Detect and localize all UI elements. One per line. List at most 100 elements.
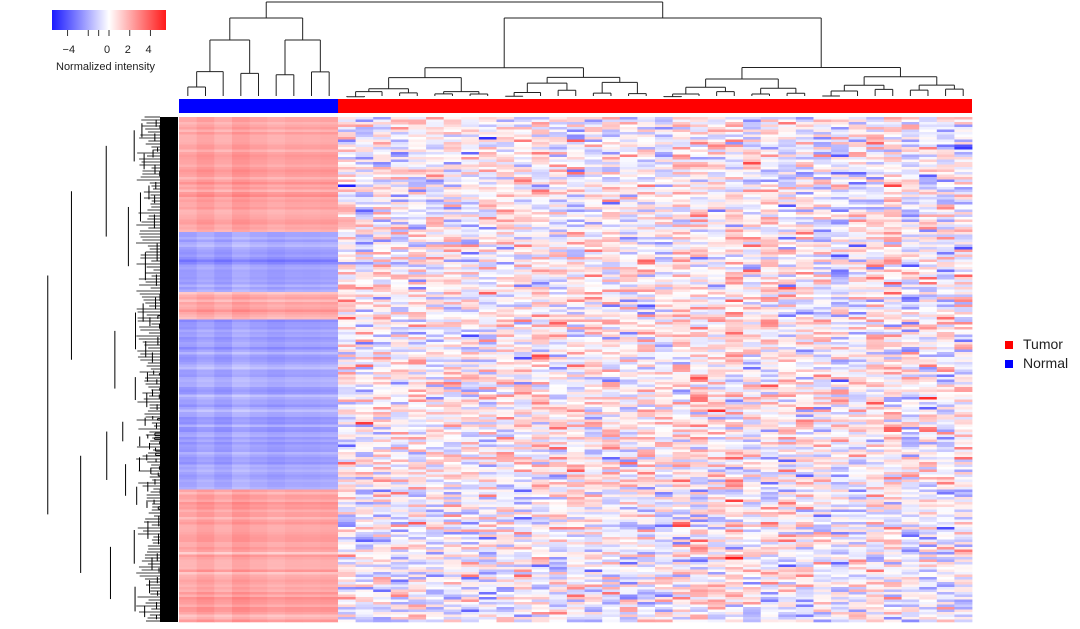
heatmap-cell (760, 349, 779, 353)
heatmap-cell (496, 319, 515, 323)
heatmap-cell (285, 162, 304, 165)
heatmap-cell (531, 192, 550, 195)
heatmap-cell (373, 372, 392, 375)
heatmap-cell (302, 222, 321, 225)
heatmap-cell (778, 312, 797, 315)
heatmap-cell (831, 234, 850, 238)
heatmap-cell (848, 137, 867, 140)
heatmap-cell (408, 349, 427, 353)
heatmap-cell (478, 172, 497, 175)
heatmap-cell (443, 319, 462, 323)
heatmap-cell (426, 369, 445, 373)
heatmap-cell (390, 362, 409, 365)
heatmap-cell (232, 142, 251, 145)
heatmap-cell (461, 247, 480, 250)
heatmap-cell (954, 184, 973, 188)
heatmap-cell (813, 144, 832, 148)
heatmap-cell (936, 227, 955, 230)
heatmap-cell (426, 252, 445, 255)
heatmap-cell (478, 274, 497, 278)
heatmap-cell (478, 179, 497, 183)
heatmap-cell (302, 272, 321, 275)
heatmap-cell (531, 374, 550, 378)
heatmap-cell (408, 192, 427, 195)
heatmap-cell (338, 257, 356, 260)
heatmap-cell (338, 139, 356, 143)
heatmap-cell (443, 374, 462, 378)
heatmap-cell (408, 309, 427, 313)
heatmap-cell (267, 224, 286, 228)
heatmap-cell (214, 354, 233, 358)
heatmap-cell (267, 157, 286, 160)
heatmap-cell (496, 132, 515, 135)
heatmap-cell (338, 134, 356, 138)
heatmap-cell (196, 259, 215, 263)
heatmap-cell (549, 352, 568, 355)
heatmap-cell (602, 232, 621, 235)
heatmap-cell (302, 327, 321, 330)
heatmap-cell (743, 307, 762, 310)
heatmap-cell (795, 252, 814, 255)
heatmap-cell (725, 292, 744, 295)
heatmap-cell (531, 144, 550, 148)
heatmap-cell (778, 117, 797, 120)
heatmap-cell (725, 194, 744, 198)
heatmap-cell (725, 177, 744, 180)
heatmap-cell (584, 152, 603, 155)
heatmap-cell (549, 242, 568, 245)
heatmap-cell (373, 287, 392, 290)
heatmap-cell (883, 234, 902, 238)
heatmap-cell (672, 202, 691, 205)
heatmap-cell (936, 169, 955, 173)
heatmap-cell (179, 194, 198, 198)
heatmap-cell (355, 122, 374, 125)
heatmap-cell (179, 362, 198, 365)
heatmap-cell (214, 287, 233, 290)
heatmap-cell (285, 367, 304, 370)
heatmap-cell (848, 244, 867, 248)
heatmap-cell (426, 364, 445, 368)
heatmap-cell (954, 274, 973, 278)
heatmap-cell (478, 162, 497, 165)
heatmap-cell (179, 254, 198, 258)
heatmap-cell (831, 227, 850, 230)
heatmap-cell (637, 234, 656, 238)
heatmap-cell (355, 279, 374, 283)
heatmap-cell (637, 279, 656, 283)
heatmap-cell (443, 209, 462, 213)
heatmap-cell (619, 127, 638, 130)
heatmap-cell (514, 254, 533, 258)
heatmap-cell (637, 182, 656, 185)
heatmap-cell (232, 369, 251, 373)
heatmap-cell (919, 189, 938, 193)
heatmap-cell (655, 339, 673, 343)
heatmap-cell (549, 199, 568, 203)
heatmap-cell (672, 284, 691, 288)
heatmap-cell (743, 342, 762, 345)
heatmap-cell (443, 369, 462, 373)
heatmap-cell (655, 212, 673, 215)
heatmap-cell (954, 322, 973, 325)
heatmap-cell (655, 142, 673, 145)
heatmap-cell (390, 309, 409, 313)
heatmap-cell (461, 257, 480, 260)
heatmap-cell (531, 174, 550, 178)
heatmap-cell (584, 289, 603, 293)
heatmap-cell (390, 252, 409, 255)
heatmap-cell (478, 342, 497, 345)
heatmap-cell (390, 164, 409, 168)
heatmap-cell (390, 327, 409, 330)
heatmap-cell (901, 252, 920, 255)
heatmap-cell (496, 352, 515, 355)
heatmap-cell (637, 379, 656, 383)
heatmap-cell (866, 272, 885, 275)
heatmap-cell (707, 199, 726, 203)
heatmap-cell (901, 204, 920, 208)
heatmap-cell (813, 362, 832, 365)
heatmap-cell (514, 142, 533, 145)
heatmap-cell (179, 247, 198, 250)
heatmap-cell (531, 357, 550, 360)
heatmap-cell (672, 304, 691, 308)
heatmap-cell (531, 307, 550, 310)
heatmap-cell (214, 192, 233, 195)
